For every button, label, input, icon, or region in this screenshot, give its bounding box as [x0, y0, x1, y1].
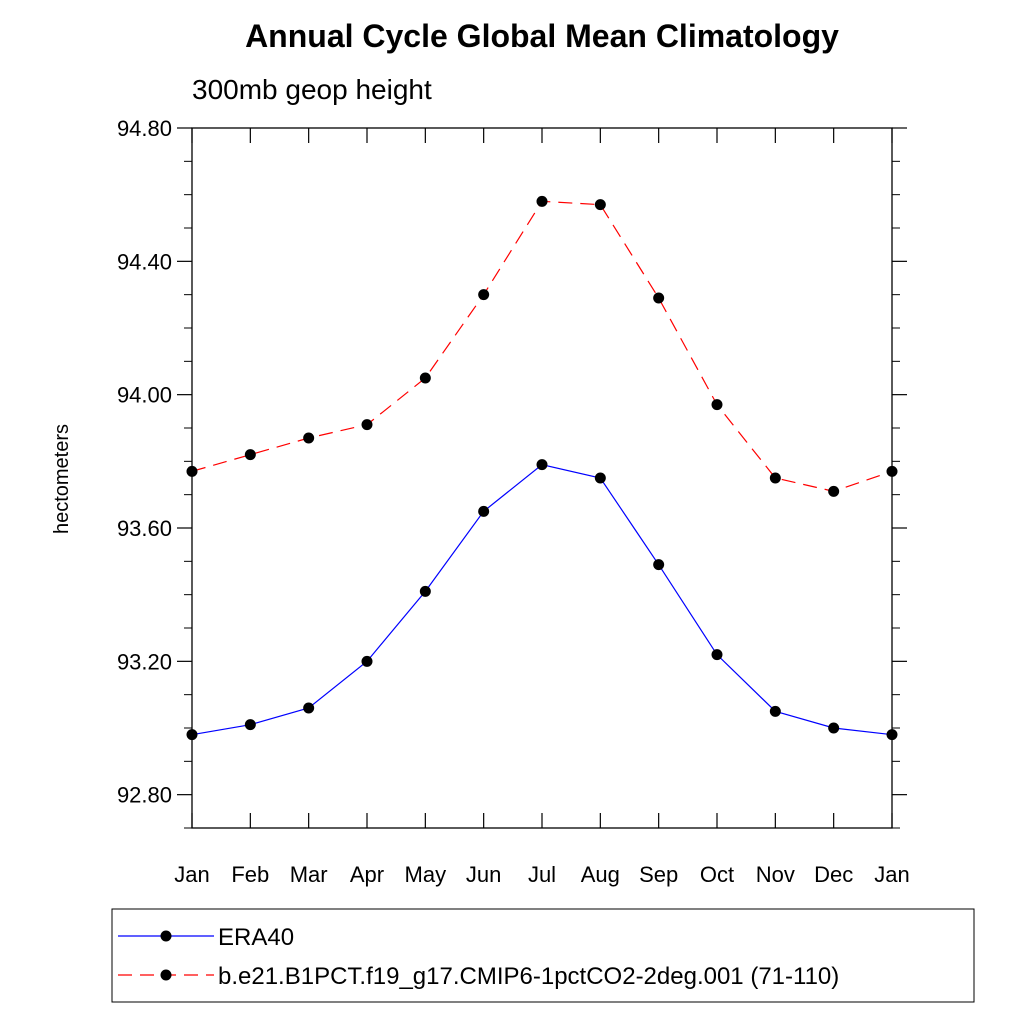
chart-title: Annual Cycle Global Mean Climatology [245, 18, 839, 54]
data-point [536, 195, 548, 207]
data-point [828, 722, 840, 734]
series-layer [186, 195, 898, 741]
x-tick-label: Oct [700, 862, 734, 887]
data-point [244, 449, 256, 461]
data-point [419, 372, 431, 384]
chart-subtitle: 300mb geop height [192, 74, 432, 105]
data-point [536, 459, 548, 471]
data-point [828, 485, 840, 497]
data-point [653, 292, 665, 304]
data-point [244, 719, 256, 731]
data-point [419, 585, 431, 597]
series-line [191, 200, 893, 492]
data-point [478, 289, 490, 301]
legend-label: b.e21.B1PCT.f19_g17.CMIP6-1pctCO2-2deg.0… [218, 963, 839, 990]
legend-box [111, 908, 975, 1003]
y-tick-label: 93.60 [117, 516, 172, 541]
y-axis-label: hectometers [51, 424, 73, 534]
y-tick-label: 94.00 [117, 383, 172, 408]
x-tick-label: Jul [528, 862, 556, 887]
y-tick-label: 92.80 [117, 783, 172, 808]
data-point [303, 702, 315, 714]
y-tick-label: 94.40 [117, 249, 172, 274]
data-point [361, 655, 373, 667]
axis-ticks [177, 127, 907, 829]
data-point [361, 419, 373, 431]
series-line [191, 464, 893, 736]
axis-tick-labels: Jan Feb Mar Apr May Jun Jul Aug Sep Oct Nov Dec Jan 9… [117, 116, 910, 887]
data-point [769, 705, 781, 717]
data-point [594, 472, 606, 484]
x-tick-label: Apr [350, 862, 384, 887]
data-point [594, 199, 606, 211]
data-point [186, 729, 198, 741]
y-tick-label: 93.20 [117, 649, 172, 674]
data-point [303, 432, 315, 444]
data-point [478, 505, 490, 517]
y-tick-label: 94.80 [117, 116, 172, 141]
data-point [711, 649, 723, 661]
x-tick-label: Jan [874, 862, 909, 887]
x-tick-label: Dec [814, 862, 853, 887]
data-point [886, 465, 898, 477]
legend-label: ERA40 [218, 924, 294, 951]
legend-marker [160, 930, 172, 942]
x-tick-label: Jan [174, 862, 209, 887]
plot-area [191, 127, 893, 829]
x-tick-label: Feb [231, 862, 269, 887]
x-tick-label: May [405, 862, 447, 887]
legend-marker [160, 969, 172, 981]
x-tick-label: Aug [581, 862, 620, 887]
data-point [769, 472, 781, 484]
legend-entry-1: ERA40 [118, 924, 294, 951]
x-tick-label: Sep [639, 862, 678, 887]
x-tick-label: Jun [466, 862, 501, 887]
series-2 [186, 195, 898, 497]
x-tick-label: Mar [290, 862, 328, 887]
series-1 [186, 459, 898, 741]
legend: ERA40 b.e21.B1PCT.f19_g17.CMIP6-1pctCO2-2… [111, 908, 975, 1003]
x-tick-label: Nov [756, 862, 795, 887]
data-point [711, 399, 723, 411]
legend-entry-2: b.e21.B1PCT.f19_g17.CMIP6-1pctCO2-2deg.0… [118, 963, 839, 990]
data-point [653, 559, 665, 571]
data-point [886, 729, 898, 741]
data-point [186, 465, 198, 477]
